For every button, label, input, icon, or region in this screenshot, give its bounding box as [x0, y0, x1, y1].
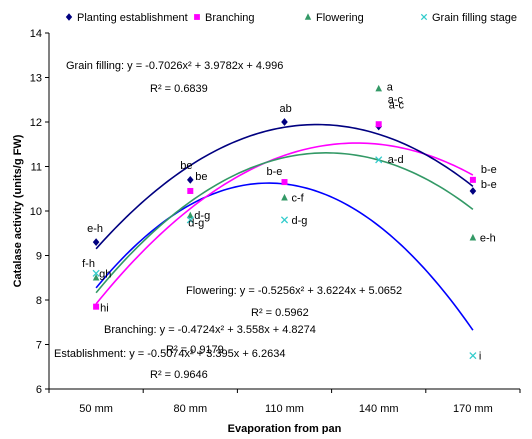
y-tick-label: 11	[31, 162, 42, 174]
data-point-flowering	[187, 211, 194, 219]
x-axis-title: Evaporation from pan	[228, 423, 342, 434]
y-tick-label: 9	[36, 251, 42, 263]
trendline-planting-establishment	[95, 123, 474, 250]
significance-letter: be	[180, 160, 192, 172]
data-point-grain-filling-stage	[375, 156, 383, 164]
significance-letter: d-g	[292, 215, 308, 227]
regression-equation-flowering: Flowering: y = -0.5256x² + 3.6224x + 5.0…	[186, 285, 402, 297]
data-point-planting-establishment	[469, 187, 477, 195]
x-tick-label: 50 mm	[79, 403, 113, 415]
significance-letter: gh	[99, 268, 111, 280]
x-tick-label: 110 mm	[265, 403, 304, 415]
data-point-planting-establishment	[281, 118, 288, 126]
y-tick-label: 14	[30, 28, 42, 40]
significance-letter: f-h	[82, 258, 95, 270]
legend-label-planting-establishment: Planting establishment	[77, 12, 188, 24]
significance-letter: ab	[280, 103, 292, 115]
significance-letter: hi	[100, 303, 109, 315]
significance-letter: d-g	[194, 210, 210, 222]
legend-label-grain-filling-stage: Grain filling stage	[432, 12, 517, 24]
significance-letter: e-h	[87, 223, 103, 235]
legend-marker-planting-establishment	[65, 13, 73, 21]
significance-letter: i	[479, 351, 481, 363]
regression-equation-planting-establishment: Establishment: y = -0.5074x² + 3.395x + …	[54, 348, 285, 360]
y-tick-label: 12	[30, 117, 42, 129]
data-point-branching	[375, 121, 382, 128]
y-axis-title: Catalase activity (units/g FW)	[12, 134, 24, 287]
trendline-branching	[95, 142, 474, 305]
data-point-branching	[469, 176, 476, 183]
significance-letter: a-c	[389, 99, 405, 111]
significance-letter: e-h	[480, 233, 496, 245]
legend-label-branching: Branching	[205, 12, 255, 24]
significance-letter: a	[387, 82, 394, 94]
y-tick-label: 13	[30, 73, 42, 85]
significance-letter: be	[195, 171, 207, 183]
data-point-flowering	[375, 84, 382, 92]
significance-letter: d-g	[188, 217, 204, 229]
r-squared-branching: R² = 0.9179	[166, 344, 224, 356]
legend-marker-grain-filling-stage	[420, 13, 428, 21]
y-tick-label: 7	[36, 340, 42, 352]
y-tick-label: 6	[36, 384, 42, 396]
r-squared-flowering: R² = 0.5962	[251, 307, 309, 319]
data-point-branching	[93, 303, 100, 310]
data-point-branching	[187, 187, 194, 194]
data-point-grain-filling-stage	[280, 216, 289, 224]
significance-letter: b-e	[481, 179, 497, 191]
significance-letter: b-e	[481, 164, 497, 176]
x-tick-label: 140 mm	[359, 403, 399, 415]
data-point-branching	[281, 179, 288, 186]
data-point-flowering	[92, 273, 100, 281]
legend-marker-flowering	[304, 13, 312, 20]
r-squared-planting-establishment: R² = 0.9646	[150, 369, 208, 381]
y-tick-label: 8	[36, 295, 42, 307]
trendline-flowering	[95, 152, 474, 294]
significance-letter: b-e	[267, 166, 283, 178]
legend-label-flowering: Flowering	[316, 12, 364, 24]
data-point-grain-filling-stage	[92, 269, 100, 277]
x-tick-label: 170 mm	[453, 403, 493, 415]
data-point-planting-establishment	[187, 175, 194, 184]
significance-letter: a-c	[388, 94, 404, 106]
significance-letter: c-f	[292, 193, 305, 205]
data-point-flowering	[469, 233, 477, 241]
regression-equation-branching: Branching: y = -0.4724x² + 3.558x + 4.82…	[104, 324, 316, 336]
data-point-grain-filling-stage	[186, 216, 194, 224]
x-tick-label: 80 mm	[173, 403, 207, 415]
significance-letter: a-d	[388, 154, 404, 166]
data-point-grain-filling-stage	[469, 352, 477, 360]
r-squared-grain-filling-stage: R² = 0.6839	[150, 83, 208, 95]
legend-marker-branching	[194, 14, 200, 20]
data-point-planting-establishment	[92, 238, 100, 247]
data-point-flowering	[281, 193, 288, 201]
regression-equation-grain-filling-stage: Grain filling: y = -0.7026x² + 3.9782x +…	[66, 60, 283, 72]
y-tick-label: 10	[30, 206, 42, 218]
